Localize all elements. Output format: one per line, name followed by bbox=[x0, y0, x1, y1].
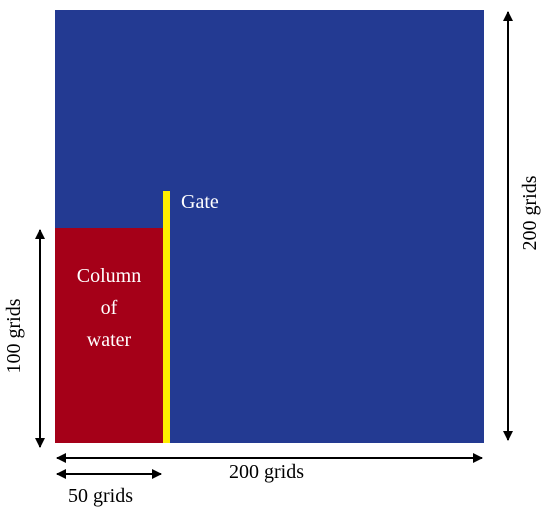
water-label-line-2: of bbox=[100, 297, 118, 319]
water-height-label: 100 grids bbox=[3, 298, 25, 374]
water-column bbox=[55, 228, 163, 443]
water-column-label: Column of water bbox=[55, 260, 163, 356]
water-label-line-3: water bbox=[86, 329, 132, 351]
domain-height-label: 200 grids bbox=[519, 175, 541, 251]
water-label-line-1: Column bbox=[76, 265, 142, 287]
gate bbox=[163, 191, 170, 443]
water-width-label: 50 grids bbox=[68, 485, 133, 507]
domain-width-label: 200 grids bbox=[229, 461, 304, 483]
gate-label: Gate bbox=[181, 191, 219, 213]
